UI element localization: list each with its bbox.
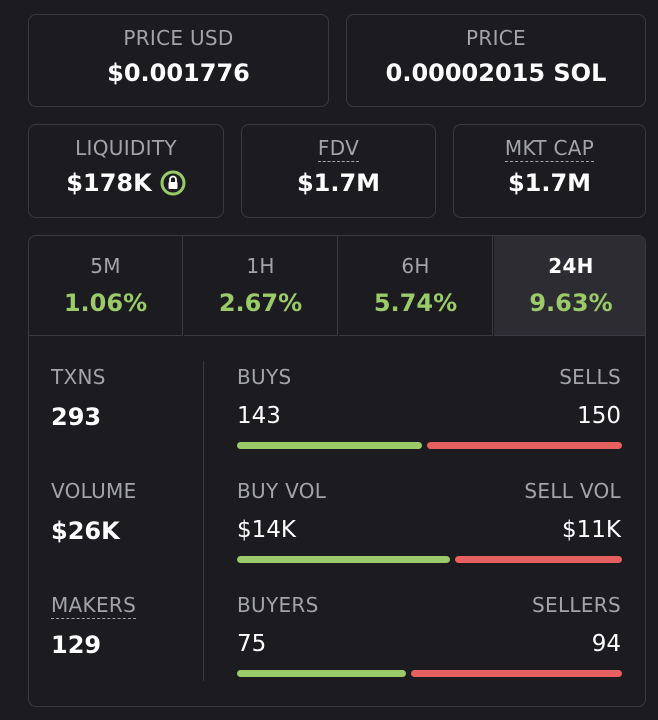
buy-value: 75 [237, 631, 267, 657]
card-label: PRICE USD [29, 25, 328, 51]
label-text: PRICE USD [123, 26, 234, 50]
timeframe-tab[interactable]: 1H 2.67% [184, 236, 338, 336]
buy-value: $14K [237, 517, 296, 543]
timeframe-change: 9.63% [529, 289, 613, 317]
stat-label-text: MAKERS [51, 593, 137, 619]
buy-value: 143 [237, 403, 281, 429]
value-text: $1.7M [507, 169, 592, 197]
card-value: $1.7M [454, 169, 645, 197]
txn-panel: 5M 1.06% 1H 2.67% 6H 5.74% 24H 9.63% TXNS 293 BUYS… [28, 235, 646, 707]
timeframe-change: 2.67% [218, 289, 303, 317]
card-value: $1.7M [242, 169, 435, 197]
sell-value: $11K [562, 517, 621, 543]
sell-value: 94 [591, 631, 621, 657]
stat-label: MAKERS [51, 592, 137, 619]
card-value: $178K [29, 169, 223, 197]
stat-label-text: TXNS [51, 365, 106, 389]
buy-label: BUY VOL [237, 479, 327, 503]
card-label: FDV [242, 135, 435, 162]
timeframe-tab[interactable]: 5M 1.06% [29, 236, 183, 336]
stat-label-text: VOLUME [51, 479, 137, 503]
sell-bar [410, 670, 622, 677]
value-text: $178K [66, 169, 152, 197]
label-text: MKT CAP [504, 136, 595, 162]
timeframe-tab[interactable]: 24H 9.63% [494, 236, 645, 336]
timeframe-label: 6H [401, 254, 430, 278]
stat-value: 293 [51, 403, 102, 431]
price-card: PRICE 0.00002015 SOL [346, 14, 646, 107]
timeframe-tab[interactable]: 6H 5.74% [339, 236, 493, 336]
buy-bar [237, 670, 406, 677]
metric-card: FDV $1.7M [241, 124, 436, 218]
card-value: 0.00002015 SOL [347, 59, 645, 87]
buy-label: BUYS [237, 365, 292, 389]
sell-label: SELL VOL [524, 479, 621, 503]
card-value: $0.001776 [29, 59, 328, 87]
sell-value: 150 [577, 403, 621, 429]
buy-bar [237, 556, 450, 563]
card-label: PRICE [347, 25, 645, 51]
timeframe-change: 5.74% [373, 289, 458, 317]
sell-label: SELLERS [532, 593, 621, 617]
value-text: $0.001776 [107, 59, 250, 87]
label-text: PRICE [466, 26, 526, 50]
divider [203, 361, 204, 681]
buy-label: BUYERS [237, 593, 319, 617]
label-text: LIQUIDITY [75, 136, 177, 160]
sell-bar [454, 556, 622, 563]
metric-card: LIQUIDITY $178K [28, 124, 224, 218]
timeframe-change: 1.06% [63, 289, 148, 317]
card-label: LIQUIDITY [29, 135, 223, 161]
lock-icon [160, 170, 186, 196]
stat-label: VOLUME [51, 478, 137, 504]
stat-value: $26K [51, 517, 120, 545]
stat-value: 129 [51, 631, 102, 659]
timeframe-label: 1H [246, 254, 275, 278]
metric-card: MKT CAP $1.7M [453, 124, 646, 218]
card-label: MKT CAP [454, 135, 645, 162]
label-text: FDV [317, 136, 360, 162]
price-usd-card: PRICE USD $0.001776 [28, 14, 329, 107]
stat-label: TXNS [51, 364, 106, 390]
value-text: 0.00002015 SOL [385, 59, 607, 87]
timeframe-label: 5M [90, 254, 121, 278]
sell-label: SELLS [559, 365, 621, 389]
timeframe-label: 24H [548, 254, 594, 278]
value-text: $1.7M [296, 169, 381, 197]
buy-bar [237, 442, 423, 449]
sell-bar [427, 442, 622, 449]
